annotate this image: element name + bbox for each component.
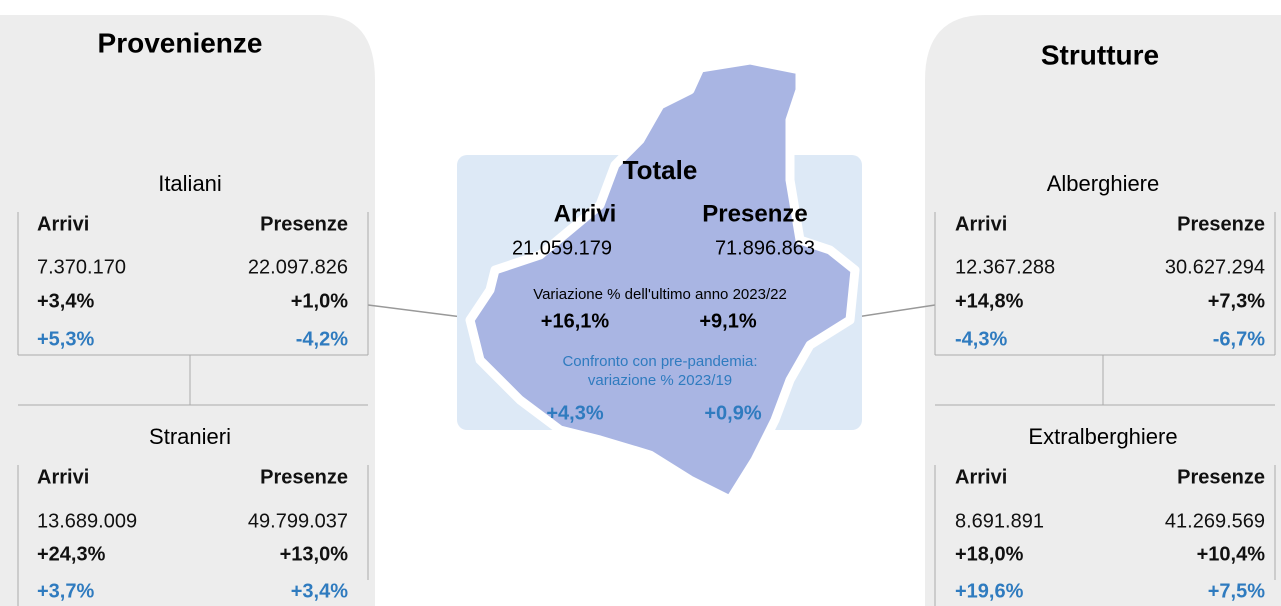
- headers: Arrivi: [37, 213, 89, 235]
- values: 12.367.288: [955, 256, 1055, 278]
- left-panel: [0, 15, 375, 606]
- change: +1,0%: [291, 290, 348, 312]
- prepandemic: +3,7%: [37, 580, 94, 602]
- change: +18,0%: [955, 543, 1024, 565]
- change: +7,3%: [1208, 290, 1265, 312]
- region-map: [465, 55, 860, 505]
- values: 49.799.037: [248, 510, 348, 532]
- header: Presenze: [702, 200, 807, 227]
- prepandemic: +3,4%: [291, 580, 348, 602]
- panel-title: Provenienze: [98, 27, 263, 58]
- total-title: Totale: [623, 155, 698, 185]
- change: +24,3%: [37, 543, 106, 565]
- headers: Presenze: [260, 213, 348, 235]
- prepandemic: -4,3%: [955, 328, 1007, 350]
- headers: Presenze: [1177, 213, 1265, 235]
- prepandemic: -6,7%: [1213, 328, 1265, 350]
- change: +10,4%: [1197, 543, 1266, 565]
- prepandemic: -4,2%: [296, 328, 348, 350]
- right-panel: [925, 15, 1281, 606]
- value: 21.059.179: [512, 237, 612, 259]
- group-title: Stranieri: [149, 424, 231, 449]
- headers: Presenze: [260, 466, 348, 488]
- prepandemic: +0,9%: [704, 402, 761, 424]
- values: 13.689.009: [37, 510, 137, 532]
- connector: [367, 304, 471, 319]
- prepandemic-label: Confronto con pre-pandemia:: [562, 353, 757, 370]
- values: 22.097.826: [248, 256, 348, 278]
- values: 41.269.569: [1165, 510, 1265, 532]
- prepandemic: +4,3%: [546, 402, 603, 424]
- values: 7.370.170: [37, 256, 126, 278]
- change: +9,1%: [699, 310, 756, 332]
- panel-title: Strutture: [1041, 39, 1159, 70]
- connector: [849, 304, 936, 319]
- values: 30.627.294: [1165, 256, 1265, 278]
- group-title: Extralberghiere: [1028, 424, 1177, 449]
- prepandemic: +7,5%: [1208, 580, 1265, 602]
- change: +14,8%: [955, 290, 1024, 312]
- prepandemic: +19,6%: [955, 580, 1024, 602]
- headers: Presenze: [1177, 466, 1265, 488]
- total: Totale Arrivi Presenze 21.059.179 71.896…: [512, 155, 815, 424]
- prepandemic-label: variazione % 2023/19: [588, 372, 732, 389]
- value: 71.896.863: [715, 237, 815, 259]
- group-title: Italiani: [158, 171, 222, 196]
- change-label: Variazione % dell'ultimo anno 2023/22: [533, 286, 787, 303]
- change: +13,0%: [280, 543, 349, 565]
- header: Arrivi: [554, 200, 617, 227]
- change: +3,4%: [37, 290, 94, 312]
- group-title: Alberghiere: [1047, 171, 1160, 196]
- headers: Arrivi: [955, 466, 1007, 488]
- change: +16,1%: [541, 310, 610, 332]
- prepandemic: +5,3%: [37, 328, 94, 350]
- values: 8.691.891: [955, 510, 1044, 532]
- headers: Arrivi: [955, 213, 1007, 235]
- headers: Arrivi: [37, 466, 89, 488]
